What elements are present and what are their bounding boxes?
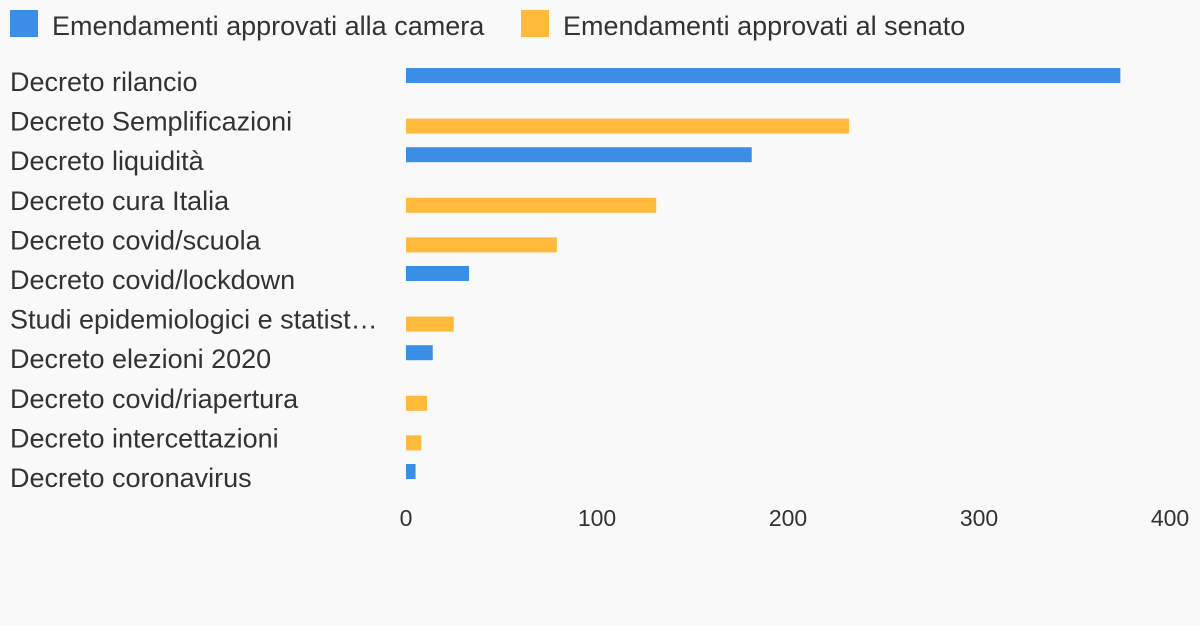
category-label: Decreto liquidità (10, 146, 205, 176)
bars (406, 68, 1121, 479)
bar (406, 237, 557, 253)
bar (406, 464, 416, 479)
bar (406, 316, 454, 332)
category-label: Decreto intercettazioni (10, 423, 279, 453)
category-label: Decreto cura Italia (10, 186, 230, 216)
legend-swatch (521, 10, 549, 37)
category-label: Studi epidemiologici e statist… (10, 305, 378, 335)
legend-swatch (10, 10, 38, 37)
category-labels: Decreto rilancio Decreto Semplificazioni D… (10, 67, 378, 493)
x-tick-label: 0 (400, 505, 413, 531)
x-tick-label: 400 (1151, 505, 1189, 531)
x-tick-label: 200 (769, 505, 807, 531)
x-axis-ticks: 0 100 200 300 400 (400, 505, 1190, 531)
bar (406, 435, 422, 451)
legend: Emendamenti approvati alla camera Emendam… (10, 10, 965, 41)
bar (406, 345, 433, 361)
bar (406, 197, 657, 213)
category-label: Decreto elezioni 2020 (10, 344, 271, 374)
category-label: Decreto Semplificazioni (10, 107, 292, 137)
category-label: Decreto covid/scuola (10, 225, 262, 255)
category-label: Decreto coronavirus (10, 463, 252, 493)
x-tick-label: 100 (578, 505, 616, 531)
bar (406, 147, 752, 163)
category-label: Decreto rilancio (10, 67, 198, 97)
bar (406, 118, 850, 134)
bar (406, 395, 428, 411)
bar (406, 68, 1121, 83)
category-label: Decreto covid/lockdown (10, 265, 295, 295)
x-tick-label: 300 (960, 505, 998, 531)
category-label: Decreto covid/riapertura (10, 384, 299, 414)
legend-label: Emendamenti approvati alla camera (52, 11, 485, 41)
bar (406, 266, 470, 281)
legend-label: Emendamenti approvati al senato (563, 11, 965, 41)
